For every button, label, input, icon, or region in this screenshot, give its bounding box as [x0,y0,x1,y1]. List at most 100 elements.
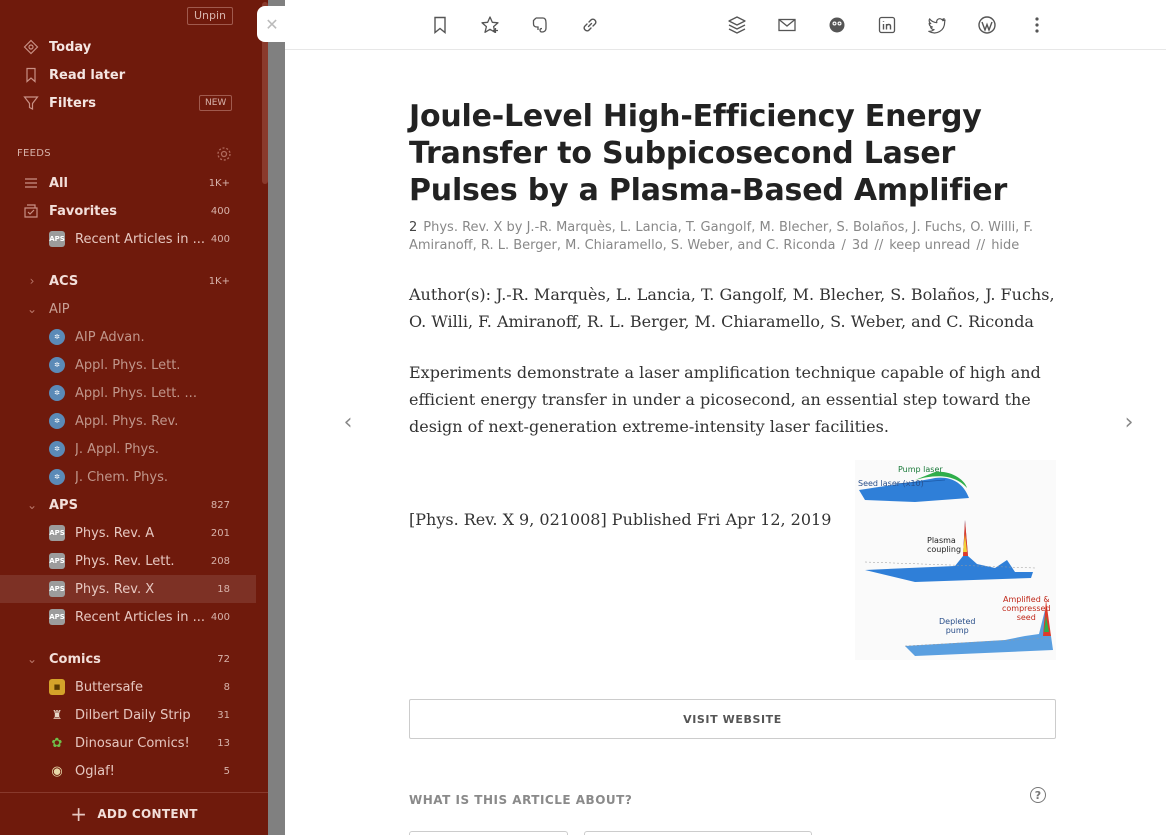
article-meta: 2 Phys. Rev. X by J.-R. Marquès, L. Lanci… [409,219,1056,255]
feed-item[interactable]: ✲ Appl. Phys. Lett. ... [0,379,256,407]
wordpress-icon[interactable] [974,12,1000,38]
sidebar-item-all[interactable]: All 1K+ [0,169,256,197]
feed-name: Phys. Rev. Lett. [75,553,175,569]
feed-item[interactable]: ◉ Oglaf! 5 [0,757,256,785]
engagement-count: 2 [409,220,418,235]
linkedin-icon[interactable] [874,12,900,38]
bookmark-icon[interactable] [427,12,453,38]
today-icon [22,38,40,56]
visit-website-button[interactable]: VISIT WEBSITE [409,699,1056,739]
hootsuite-icon[interactable] [824,12,850,38]
unread-count: 18 [217,583,230,595]
feeds-header: FEEDS [17,148,51,159]
feed-name: Oglaf! [75,763,115,779]
about-label: WHAT IS THIS ARTICLE ABOUT? [409,793,633,807]
chevron-down-icon[interactable]: ⌄ [26,652,38,666]
feed-item-selected[interactable]: APS Phys. Rev. X 18 [0,575,256,603]
sidebar-item-label: Today [49,39,92,55]
add-content-button[interactable]: + ADD CONTENT [0,792,268,835]
folder-aps[interactable]: ⌄ APS 827 [0,491,256,519]
feed-item[interactable]: APS Recent Articles in ... 400 [0,225,256,253]
dinosaur-icon: ✿ [51,735,63,751]
figure-label-plasma: Plasma coupling [927,536,962,554]
sidebar-scrollbar[interactable] [262,2,268,184]
article-source[interactable]: Phys. Rev. X by J.-R. Marquès, L. Lancia… [409,220,1033,253]
gear-icon[interactable] [216,146,232,166]
twitter-icon[interactable] [924,12,950,38]
feed-item[interactable]: APS Recent Articles in ... 400 [0,603,256,631]
feed-name: J. Appl. Phys. [75,441,160,457]
more-icon[interactable] [1024,12,1050,38]
unread-count: 827 [210,499,230,511]
sidebar-item-today[interactable]: Today [0,33,256,61]
article-figure[interactable]: Pump laser Seed laser (x10) Plasma coupl… [855,460,1056,660]
feed-item[interactable]: ✲ J. Chem. Phys. [0,463,256,491]
sidebar-item-favorites[interactable]: Favorites 400 [0,197,256,225]
topic-chip[interactable] [584,831,812,835]
article-content: Joule-Level High-Efficiency Energy Trans… [409,98,1056,835]
sidebar: Unpin Today Read later Filters NEW FEEDS… [0,0,268,835]
feed-item[interactable]: ✲ Appl. Phys. Lett. [0,351,256,379]
hide-link[interactable]: hide [991,238,1020,253]
feed-item[interactable]: ✲ Appl. Phys. Rev. [0,407,256,435]
folder-comics[interactable]: ⌄ Comics 72 [0,645,256,673]
unpin-button[interactable]: Unpin [187,7,233,25]
unread-count: 201 [210,527,230,539]
publication-row: [Phys. Rev. X 9, 021008] Published Fri A… [409,458,1056,660]
sidebar-item-label: All [49,175,68,191]
feed-item[interactable]: ✿ Dinosaur Comics! 13 [0,729,256,757]
aip-feed-icon: ✲ [49,385,65,401]
sidebar-item-read-later[interactable]: Read later [0,61,256,89]
separator: / [841,238,846,253]
chevron-down-icon[interactable]: ⌄ [26,302,38,316]
feed-item[interactable]: APS Phys. Rev. A 201 [0,519,256,547]
unread-count: 1K+ [208,177,230,189]
figure-label-pump: Pump laser [898,465,943,474]
feed-name: Phys. Rev. X [75,581,155,597]
feed-name: Recent Articles in ... [75,609,206,625]
buttersafe-icon: ■ [49,679,65,695]
sidebar-item-filters[interactable]: Filters NEW [0,89,256,117]
overlay-gutter [268,0,285,835]
unread-count: 208 [210,555,230,567]
dilbert-icon: ♜ [51,708,63,722]
sidebar-item-label: Filters [49,95,96,111]
unread-count: 72 [217,653,230,665]
folder-label: ACS [49,273,79,289]
separator: // [874,238,884,253]
folder-acs[interactable]: › ACS 1K+ [0,267,256,295]
close-icon[interactable]: ✕ [257,6,287,42]
feed-name: Buttersafe [75,679,144,695]
aps-feed-icon: APS [49,525,65,541]
article-reader: ‹ › Joule-Level High-Efficiency Energy T… [285,0,1166,835]
figure-label-amplified: Amplified & compressed seed [1002,595,1051,622]
topic-chip[interactable] [409,831,568,835]
folder-aip[interactable]: ⌄ AIP [0,295,256,323]
list-icon [22,177,40,189]
article-title[interactable]: Joule-Level High-Efficiency Energy Trans… [409,99,1008,208]
chevron-right-icon[interactable]: › [29,274,35,288]
next-article-arrow[interactable]: › [1124,409,1134,435]
feed-item[interactable]: ✲ J. Appl. Phys. [0,435,256,463]
aps-feed-icon: APS [49,609,65,625]
feed-item[interactable]: ♜ Dilbert Daily Strip 31 [0,701,256,729]
star-icon[interactable] [477,12,503,38]
feed-item[interactable]: ✲ AIP Advan. [0,323,256,351]
chevron-down-icon[interactable]: ⌄ [26,498,38,512]
aps-feed-icon: APS [49,553,65,569]
link-icon[interactable] [577,12,603,38]
article-about-section: WHAT IS THIS ARTICLE ABOUT? ? [409,787,1056,809]
feed-item[interactable]: ■ Buttersafe 8 [0,673,256,701]
sidebar-item-label: Read later [49,67,126,83]
separator: // [976,238,986,253]
help-icon[interactable]: ? [1030,787,1046,803]
email-icon[interactable] [774,12,800,38]
buffer-icon[interactable] [724,12,750,38]
folder-label: AIP [49,301,70,317]
feed-name: J. Chem. Phys. [75,469,169,485]
previous-article-arrow[interactable]: ‹ [343,409,353,435]
keep-unread-link[interactable]: keep unread [889,238,971,253]
sidebar-item-label: Favorites [49,203,117,219]
feed-item[interactable]: APS Phys. Rev. Lett. 208 [0,547,256,575]
evernote-icon[interactable] [527,12,553,38]
